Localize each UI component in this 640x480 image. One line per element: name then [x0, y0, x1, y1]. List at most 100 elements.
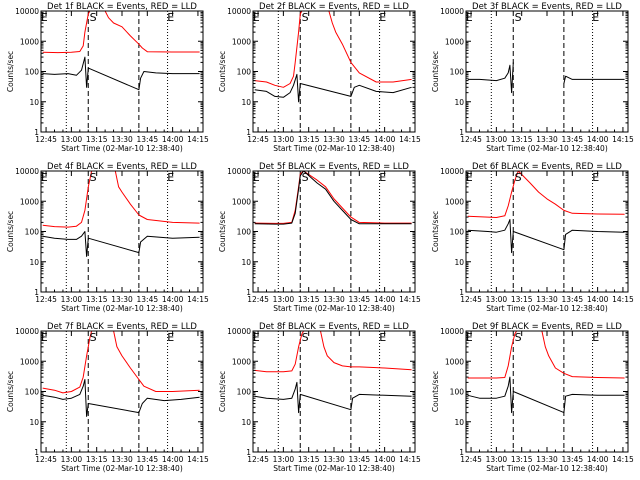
x-tick-label: 14:15	[187, 295, 209, 304]
y-tick-label: 100	[450, 68, 465, 77]
y-axis-label: Counts/sec	[431, 51, 440, 92]
marker-label-e: E	[253, 171, 260, 184]
marker-label-s: S	[302, 11, 309, 24]
y-axis-label: Counts/sec	[218, 371, 227, 412]
y-tick-label: 1	[246, 128, 251, 137]
x-tick-label: 12:45	[247, 135, 269, 144]
marker-label-s: S	[90, 171, 97, 184]
x-tick-label: 14:15	[187, 135, 209, 144]
marker-label-s: S	[515, 11, 522, 24]
y-tick-label: 1000	[232, 197, 251, 206]
y-tick-label: 1000	[445, 197, 464, 206]
events-series-line	[467, 62, 514, 94]
y-tick-label: 100	[25, 228, 40, 237]
x-axis-label: Start Time (02-Mar-10 12:38:40)	[486, 144, 608, 153]
x-tick-label: 14:00	[587, 455, 609, 464]
x-tick-label: 13:00	[486, 295, 508, 304]
plot-frame	[465, 330, 629, 453]
y-tick-label: 10000	[15, 7, 39, 16]
y-tick-label: 1	[34, 288, 39, 297]
x-tick-label: 12:45	[35, 295, 57, 304]
x-tick-label: 13:00	[273, 455, 295, 464]
x-tick-label: 13:00	[273, 295, 295, 304]
events-series-line	[467, 376, 625, 414]
x-tick-label: 13:45	[562, 135, 584, 144]
x-tick-label: 13:00	[61, 455, 83, 464]
marker-label-e: E	[466, 331, 473, 344]
plot-frame	[40, 10, 204, 133]
plot-frame	[252, 10, 416, 133]
y-tick-label: 1	[34, 128, 39, 137]
x-tick-label: 14:00	[374, 455, 396, 464]
x-axis-label: Start Time (02-Mar-10 12:38:40)	[486, 304, 608, 313]
y-tick-label: 100	[25, 68, 40, 77]
x-tick-label: 13:15	[86, 295, 108, 304]
x-tick-label: 14:00	[587, 295, 609, 304]
x-tick-label: 13:45	[349, 135, 371, 144]
y-tick-label: 10000	[227, 167, 251, 176]
x-tick-label: 13:15	[511, 295, 533, 304]
x-tick-label: 14:15	[612, 135, 634, 144]
x-tick-label: 13:45	[137, 295, 159, 304]
y-tick-label: 1000	[445, 37, 464, 46]
y-tick-label: 10	[29, 258, 39, 267]
panel-title: Det 6f BLACK = Events, RED = LLD	[472, 162, 622, 172]
x-tick-label: 13:00	[61, 135, 83, 144]
panel-title: Det 3f BLACK = Events, RED = LLD	[472, 2, 622, 12]
x-tick-label: 14:00	[162, 295, 184, 304]
events-series-line	[563, 75, 625, 84]
events-series-line	[254, 170, 412, 225]
y-tick-label: 10000	[227, 7, 251, 16]
events-series-line	[42, 379, 200, 417]
x-tick-label: 14:15	[399, 455, 421, 464]
y-tick-label: 1000	[20, 197, 39, 206]
y-tick-label: 10	[241, 98, 251, 107]
marker-label-e: E	[592, 331, 599, 344]
x-tick-label: 13:15	[298, 455, 320, 464]
marker-label-e: E	[167, 171, 174, 184]
x-tick-label: 13:15	[86, 455, 108, 464]
y-tick-label: 100	[450, 388, 465, 397]
lld-series-line	[42, 170, 200, 228]
x-tick-label: 13:30	[111, 135, 133, 144]
marker-label-e: E	[466, 171, 473, 184]
x-tick-label: 13:45	[349, 295, 371, 304]
marker-label-e: E	[41, 171, 48, 184]
marker-label-e: E	[167, 331, 174, 344]
x-tick-label: 13:30	[536, 455, 558, 464]
y-tick-label: 10000	[440, 7, 464, 16]
marker-label-e: E	[379, 11, 386, 24]
x-tick-label: 13:45	[137, 455, 159, 464]
y-axis-label: Counts/sec	[6, 371, 15, 412]
marker-label-s: S	[515, 331, 522, 344]
x-tick-label: 14:00	[374, 295, 396, 304]
marker-label-s: S	[515, 171, 522, 184]
events-series-line	[42, 231, 200, 257]
x-tick-label: 13:30	[536, 295, 558, 304]
x-tick-label: 14:00	[162, 455, 184, 464]
plot-frame	[40, 170, 204, 293]
marker-label-e: E	[592, 171, 599, 184]
events-series-line	[467, 219, 625, 254]
y-tick-label: 1	[459, 448, 464, 457]
y-tick-label: 10000	[440, 327, 464, 336]
y-tick-label: 10	[29, 418, 39, 427]
marker-label-e: E	[41, 331, 48, 344]
x-tick-label: 13:45	[562, 455, 584, 464]
y-tick-label: 1000	[445, 357, 464, 366]
x-tick-label: 13:00	[273, 135, 295, 144]
panel-title: Det 5f BLACK = Events, RED = LLD	[259, 162, 409, 172]
x-tick-label: 13:45	[349, 455, 371, 464]
lld-series-line	[42, 10, 200, 54]
x-axis-label: Start Time (02-Mar-10 12:38:40)	[61, 464, 183, 473]
x-tick-label: 12:45	[247, 295, 269, 304]
x-tick-label: 13:00	[61, 295, 83, 304]
y-tick-label: 1000	[232, 357, 251, 366]
